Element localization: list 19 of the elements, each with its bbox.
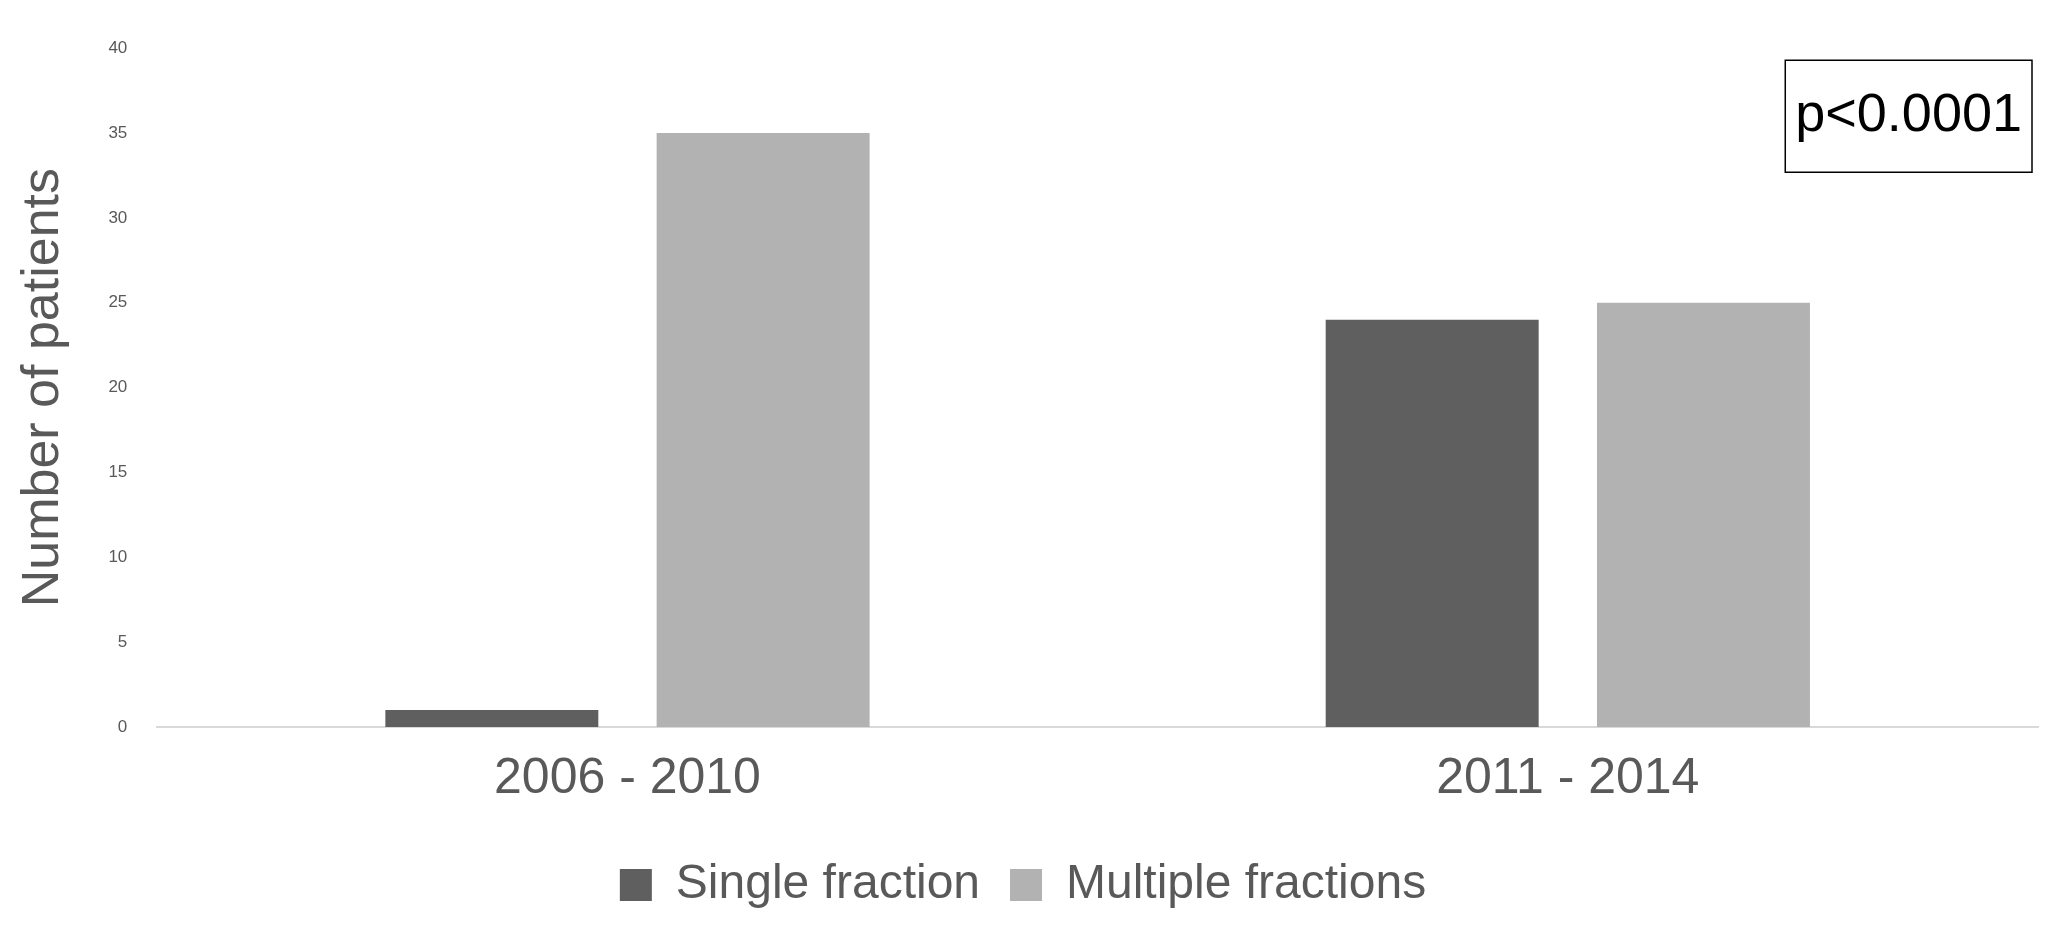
bar: [1596, 302, 1810, 727]
y-tick-label: 40: [108, 37, 128, 57]
bar: [385, 710, 599, 727]
y-tick-label: 35: [108, 122, 128, 142]
y-tick-label: 15: [108, 462, 128, 482]
y-tick-label: 5: [117, 631, 128, 651]
legend-label: Single fraction: [675, 855, 981, 909]
y-axis-title: Number of patients: [10, 167, 69, 608]
y-tick-label: 0: [117, 716, 128, 736]
legend-label: Multiple fractions: [1066, 855, 1427, 909]
y-tick-label: 10: [108, 546, 128, 566]
y-tick-label: 30: [108, 207, 128, 227]
x-tick-label: 2011 - 2014: [1436, 747, 1700, 804]
annotation: p<0.0001: [1795, 82, 2022, 143]
bar: [656, 133, 870, 727]
y-tick-label: 25: [108, 292, 128, 312]
x-tick-label: 2006 - 2010: [494, 747, 761, 804]
bar: [1325, 319, 1539, 727]
y-tick-label: 20: [108, 377, 128, 397]
